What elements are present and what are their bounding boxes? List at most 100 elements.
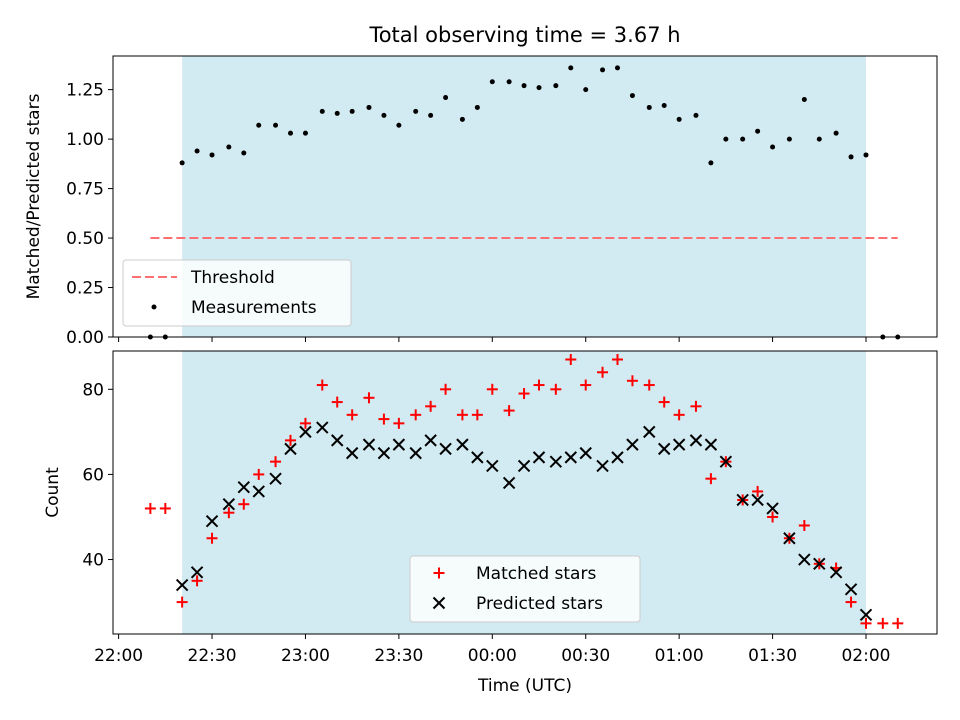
measurement-point (194, 148, 200, 154)
predicted-star-point (829, 566, 843, 579)
predicted-star-point (362, 438, 376, 451)
legend-matched-label: Matched stars (476, 564, 596, 584)
matched-star-point (378, 413, 390, 425)
y-tick-label: 1.25 (66, 81, 104, 101)
predicted-star-point (502, 476, 516, 490)
top-legend-box (122, 259, 352, 327)
measurement-point (349, 108, 355, 114)
measurement-point (241, 150, 247, 156)
x-tick-label: 00:00 (468, 646, 517, 666)
y-tick-label: 0.75 (66, 180, 104, 200)
x-tick-label: 01:00 (655, 646, 704, 666)
matched-star-point (144, 502, 156, 514)
predicted-star-point (813, 557, 826, 570)
y-tick-label: 0.25 (66, 279, 104, 299)
predicted-star-point (596, 459, 609, 473)
legend-predicted-label: Predicted stars (476, 594, 603, 614)
measurement-point (273, 122, 279, 128)
predicted-star-point (409, 446, 422, 460)
matched-star-point (580, 379, 592, 391)
predicted-star-point (689, 434, 703, 447)
measurement-point (209, 152, 215, 158)
y-tick-label: 40 (82, 551, 104, 571)
bottom-y-axis: 40 60 80 (82, 380, 113, 571)
predicted-star-point (766, 502, 779, 515)
predicted-star-point (316, 421, 329, 434)
y-tick-label: 0.50 (66, 229, 104, 249)
matched-star-point (486, 383, 498, 395)
measurement-point (413, 108, 419, 114)
measurement-point (770, 144, 776, 150)
predicted-star-point (439, 442, 452, 456)
predicted-star-point (549, 455, 563, 468)
measurement-point (801, 97, 807, 103)
measurement-point (489, 79, 495, 85)
bottom-panel: 40 60 80 22:00 22:30 23:00 23:30 00:00 00:30 01:… (43, 350, 938, 696)
matched-star-point (331, 396, 343, 408)
legend-measurements-label: Measurements (191, 298, 317, 318)
y-tick-label: 1.00 (66, 130, 104, 150)
matched-star-point (658, 396, 670, 408)
measurement-point (381, 112, 387, 118)
y-tick-label: 80 (82, 380, 104, 400)
measurement-point (521, 83, 527, 89)
measurement-point (256, 122, 262, 128)
measurement-point (288, 130, 294, 136)
measurement-point (600, 67, 606, 73)
matched-star-point (471, 409, 483, 421)
predicted-star-point (564, 451, 577, 464)
chart-title: Total observing time = 3.67 h (368, 23, 680, 47)
matched-star-point (159, 502, 171, 514)
predicted-star-point (222, 497, 236, 511)
matched-star-point (705, 473, 717, 485)
predicted-star-point (844, 583, 858, 596)
measurement-point (646, 104, 652, 110)
measurement-point (428, 112, 434, 118)
predicted-star-point (205, 515, 219, 528)
x-tick-label: 23:00 (281, 646, 330, 666)
matched-star-point (253, 468, 265, 480)
measurement-point (302, 130, 308, 136)
measurement-point (459, 116, 465, 122)
predicted-star-point (331, 434, 344, 447)
matched-star-point (690, 400, 702, 412)
predicted-star-point (579, 446, 592, 460)
predicted-star-point (269, 472, 282, 485)
measurement-point (676, 116, 682, 122)
predicted-star-point (284, 442, 297, 456)
matched-star-point (270, 456, 282, 468)
matched-star-point (440, 383, 452, 395)
measurement-point (443, 95, 449, 101)
measurement-point (848, 154, 854, 160)
bottom-y-axis-label: Count (43, 467, 63, 518)
predicted-star-point (751, 493, 764, 507)
bottom-x-axis: 22:00 22:30 23:00 23:30 00:00 00:30 01:00 01:30… (94, 634, 890, 666)
x-tick-label: 02:00 (841, 646, 890, 666)
predicted-star-point (517, 459, 531, 473)
matched-star-point (299, 417, 311, 429)
predicted-star-point (657, 442, 671, 456)
matched-star-point (346, 409, 358, 421)
y-tick-label: 0.00 (66, 328, 104, 348)
matched-star-point (533, 379, 545, 391)
predicted-star-point (252, 485, 265, 498)
measurement-point (816, 136, 822, 142)
predicted-star-point (471, 451, 484, 464)
matched-star-point (410, 409, 422, 421)
predicted-star-point (672, 438, 686, 451)
legend-measurements-swatch (151, 304, 157, 310)
matched-star-point (206, 532, 218, 544)
predicted-star-point (859, 608, 873, 622)
measurement-point (614, 65, 620, 71)
legend-predicted-marker (432, 596, 446, 610)
bottom-panel-frame (112, 350, 938, 635)
matched-star-point (767, 511, 779, 523)
measurement-point (786, 136, 792, 142)
measurement-point (568, 65, 574, 71)
measurement-point (319, 108, 325, 114)
predicted-star-point (626, 438, 639, 451)
measurement-point (334, 110, 340, 116)
matched-star-point (597, 366, 609, 378)
x-tick-label: 22:00 (94, 646, 143, 666)
